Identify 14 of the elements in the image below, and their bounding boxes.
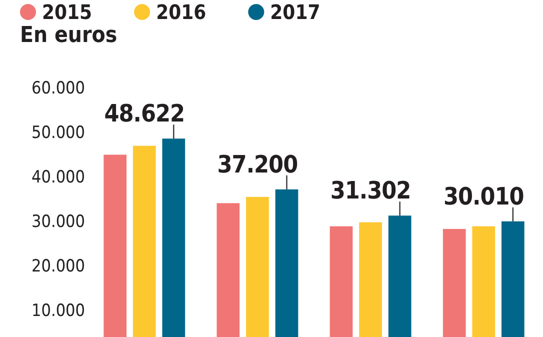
y-tick-label: 50.000	[32, 122, 85, 143]
y-tick-label: 30.000	[32, 212, 85, 232]
data-label: 48.622	[104, 100, 185, 128]
data-label: 31.302	[330, 176, 411, 205]
legend-label: 2017	[270, 0, 320, 24]
data-label: 37.200	[217, 150, 298, 178]
y-axis-title: En euros	[20, 23, 118, 48]
y-tick-label: 10.000	[32, 300, 85, 321]
y-tick-label: 20.000	[32, 256, 85, 276]
legend-label: 2016	[156, 0, 206, 24]
legend-label: 2015	[42, 0, 92, 24]
data-label: 30.010	[443, 182, 524, 210]
y-tick-label: 60.000	[32, 78, 85, 98]
y-tick-label: 40.000	[32, 167, 85, 188]
